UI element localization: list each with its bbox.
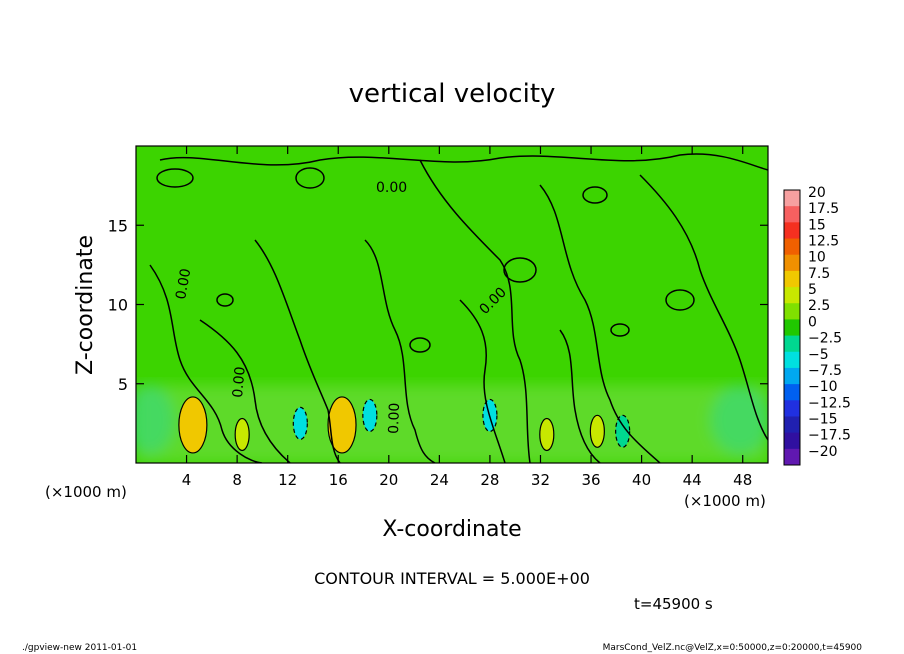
contour-interval-text: CONTOUR INTERVAL = 5.000E+00 — [314, 569, 590, 588]
x-axis-label: X-coordinate — [382, 517, 521, 542]
contour-loop — [156, 168, 194, 188]
footer-left: ./gpview-new 2011-01-01 — [22, 643, 137, 653]
x-tick-label: 40 — [632, 471, 651, 489]
cool-patch-left — [136, 385, 175, 455]
x-tick-label: 24 — [430, 471, 449, 489]
footer-right: MarsCond_VelZ.nc@VelZ,x=0:50000,z=0:2000… — [603, 643, 863, 653]
contour-line — [159, 153, 768, 171]
colorbar-label: −10 — [808, 379, 838, 395]
colorbar-segment — [784, 367, 800, 385]
contour-layer — [149, 153, 768, 463]
plot-area: 0.00 0.00 0.00 0.00 0.00 — [136, 146, 768, 463]
x-axis: 4 8 12 16 20 24 28 32 36 40 44 48 — [182, 146, 752, 489]
contour-line — [419, 159, 531, 463]
colorbar-segment — [784, 319, 800, 337]
colorbar-label: 17.5 — [808, 201, 839, 217]
contour-label: 0.00 — [376, 180, 407, 196]
x-tick-label: 28 — [480, 471, 499, 489]
colorbar-segment — [784, 287, 800, 304]
x-tick-label: 36 — [581, 471, 600, 489]
x-tick-label: 8 — [232, 471, 242, 489]
colorbar-label: 0 — [808, 314, 817, 330]
colorbar-label: −20 — [808, 444, 838, 460]
colorbar-segment — [784, 206, 800, 223]
colorbar-segment — [784, 432, 800, 450]
x-unit-right: (×1000 m) — [684, 492, 766, 510]
velocity-cell — [292, 406, 308, 440]
contour-loop — [665, 289, 695, 311]
y-tick-label: 15 — [108, 216, 128, 235]
x-tick-label: 48 — [733, 471, 752, 489]
velocity-cell — [234, 417, 250, 452]
contour-line — [639, 174, 768, 441]
colorbar-label: 5 — [808, 282, 817, 298]
colorbar-label: 12.5 — [808, 234, 839, 250]
colorbar-segment — [784, 222, 800, 240]
colorbar-segment — [784, 400, 800, 417]
contour-loop — [610, 323, 630, 337]
contour-loop — [582, 186, 608, 204]
contour-loop — [503, 257, 537, 283]
contour-label: 0.00 — [230, 366, 249, 398]
contour-loop — [409, 337, 431, 353]
colorbar-segment — [784, 190, 800, 207]
time-text: t=45900 s — [634, 595, 713, 613]
colorbar-segment — [784, 303, 800, 320]
colorbar-frame — [783, 189, 801, 466]
colorbar-label: −17.5 — [808, 428, 851, 444]
colorbar: 2017.51512.5107.552.50−2.5−5−7.5−10−12.5… — [783, 185, 851, 466]
y-axis: 5 10 15 — [108, 216, 768, 394]
velocity-cell — [589, 414, 605, 448]
contour-line — [459, 299, 506, 463]
x-tick-label: 20 — [379, 471, 398, 489]
contour-label: 0.00 — [386, 402, 403, 434]
contour-label: 0.00 — [173, 267, 194, 300]
contour-loop — [295, 167, 325, 189]
colorbar-label: −7.5 — [808, 363, 842, 379]
velocity-cell — [178, 396, 208, 454]
contour-line — [539, 184, 661, 463]
x-tick-label: 12 — [278, 471, 297, 489]
shading-layer — [136, 385, 768, 463]
colorbar-label: −2.5 — [808, 331, 842, 347]
colorbar-segment — [784, 238, 800, 256]
x-tick-label: 4 — [182, 471, 192, 489]
chart-title: vertical velocity — [349, 79, 556, 109]
velocity-cell — [539, 417, 555, 452]
feature-layer — [178, 396, 631, 454]
colorbar-segment — [784, 448, 800, 466]
x-tick-label: 16 — [329, 471, 348, 489]
x-tick-label: 32 — [531, 471, 550, 489]
colorbar-label: −5 — [808, 347, 829, 363]
colorbar-label: 10 — [808, 250, 826, 266]
contour-line — [254, 239, 341, 463]
colorbar-segment — [784, 351, 800, 369]
colorbar-label: 20 — [808, 185, 826, 201]
colorbar-segment — [784, 335, 800, 353]
colorbar-segment — [784, 384, 800, 401]
colorbar-segment — [784, 270, 800, 288]
colorbar-label: 2.5 — [808, 298, 830, 314]
y-tick-label: 10 — [108, 296, 128, 315]
x-tick-label: 44 — [683, 471, 702, 489]
velocity-cell — [327, 396, 357, 454]
contour-line — [199, 319, 291, 463]
contour-line — [364, 239, 436, 463]
contour-line — [149, 264, 263, 463]
contour-line — [559, 329, 601, 463]
colorbar-label: 15 — [808, 217, 826, 233]
colorbar-label: −15 — [808, 411, 838, 427]
velocity-cell — [615, 414, 631, 448]
y-axis-label: Z-coordinate — [73, 235, 98, 375]
contour-loop — [216, 293, 234, 307]
velocity-cell — [362, 398, 378, 433]
y-tick-label: 5 — [118, 375, 128, 394]
colorbar-label: 7.5 — [808, 266, 830, 282]
colorbar-label: −12.5 — [808, 395, 851, 411]
x-unit-left: (×1000 m) — [45, 483, 127, 501]
colorbar-segment — [784, 254, 800, 272]
cool-patch-right — [710, 385, 768, 455]
colorbar-segment — [784, 416, 800, 434]
